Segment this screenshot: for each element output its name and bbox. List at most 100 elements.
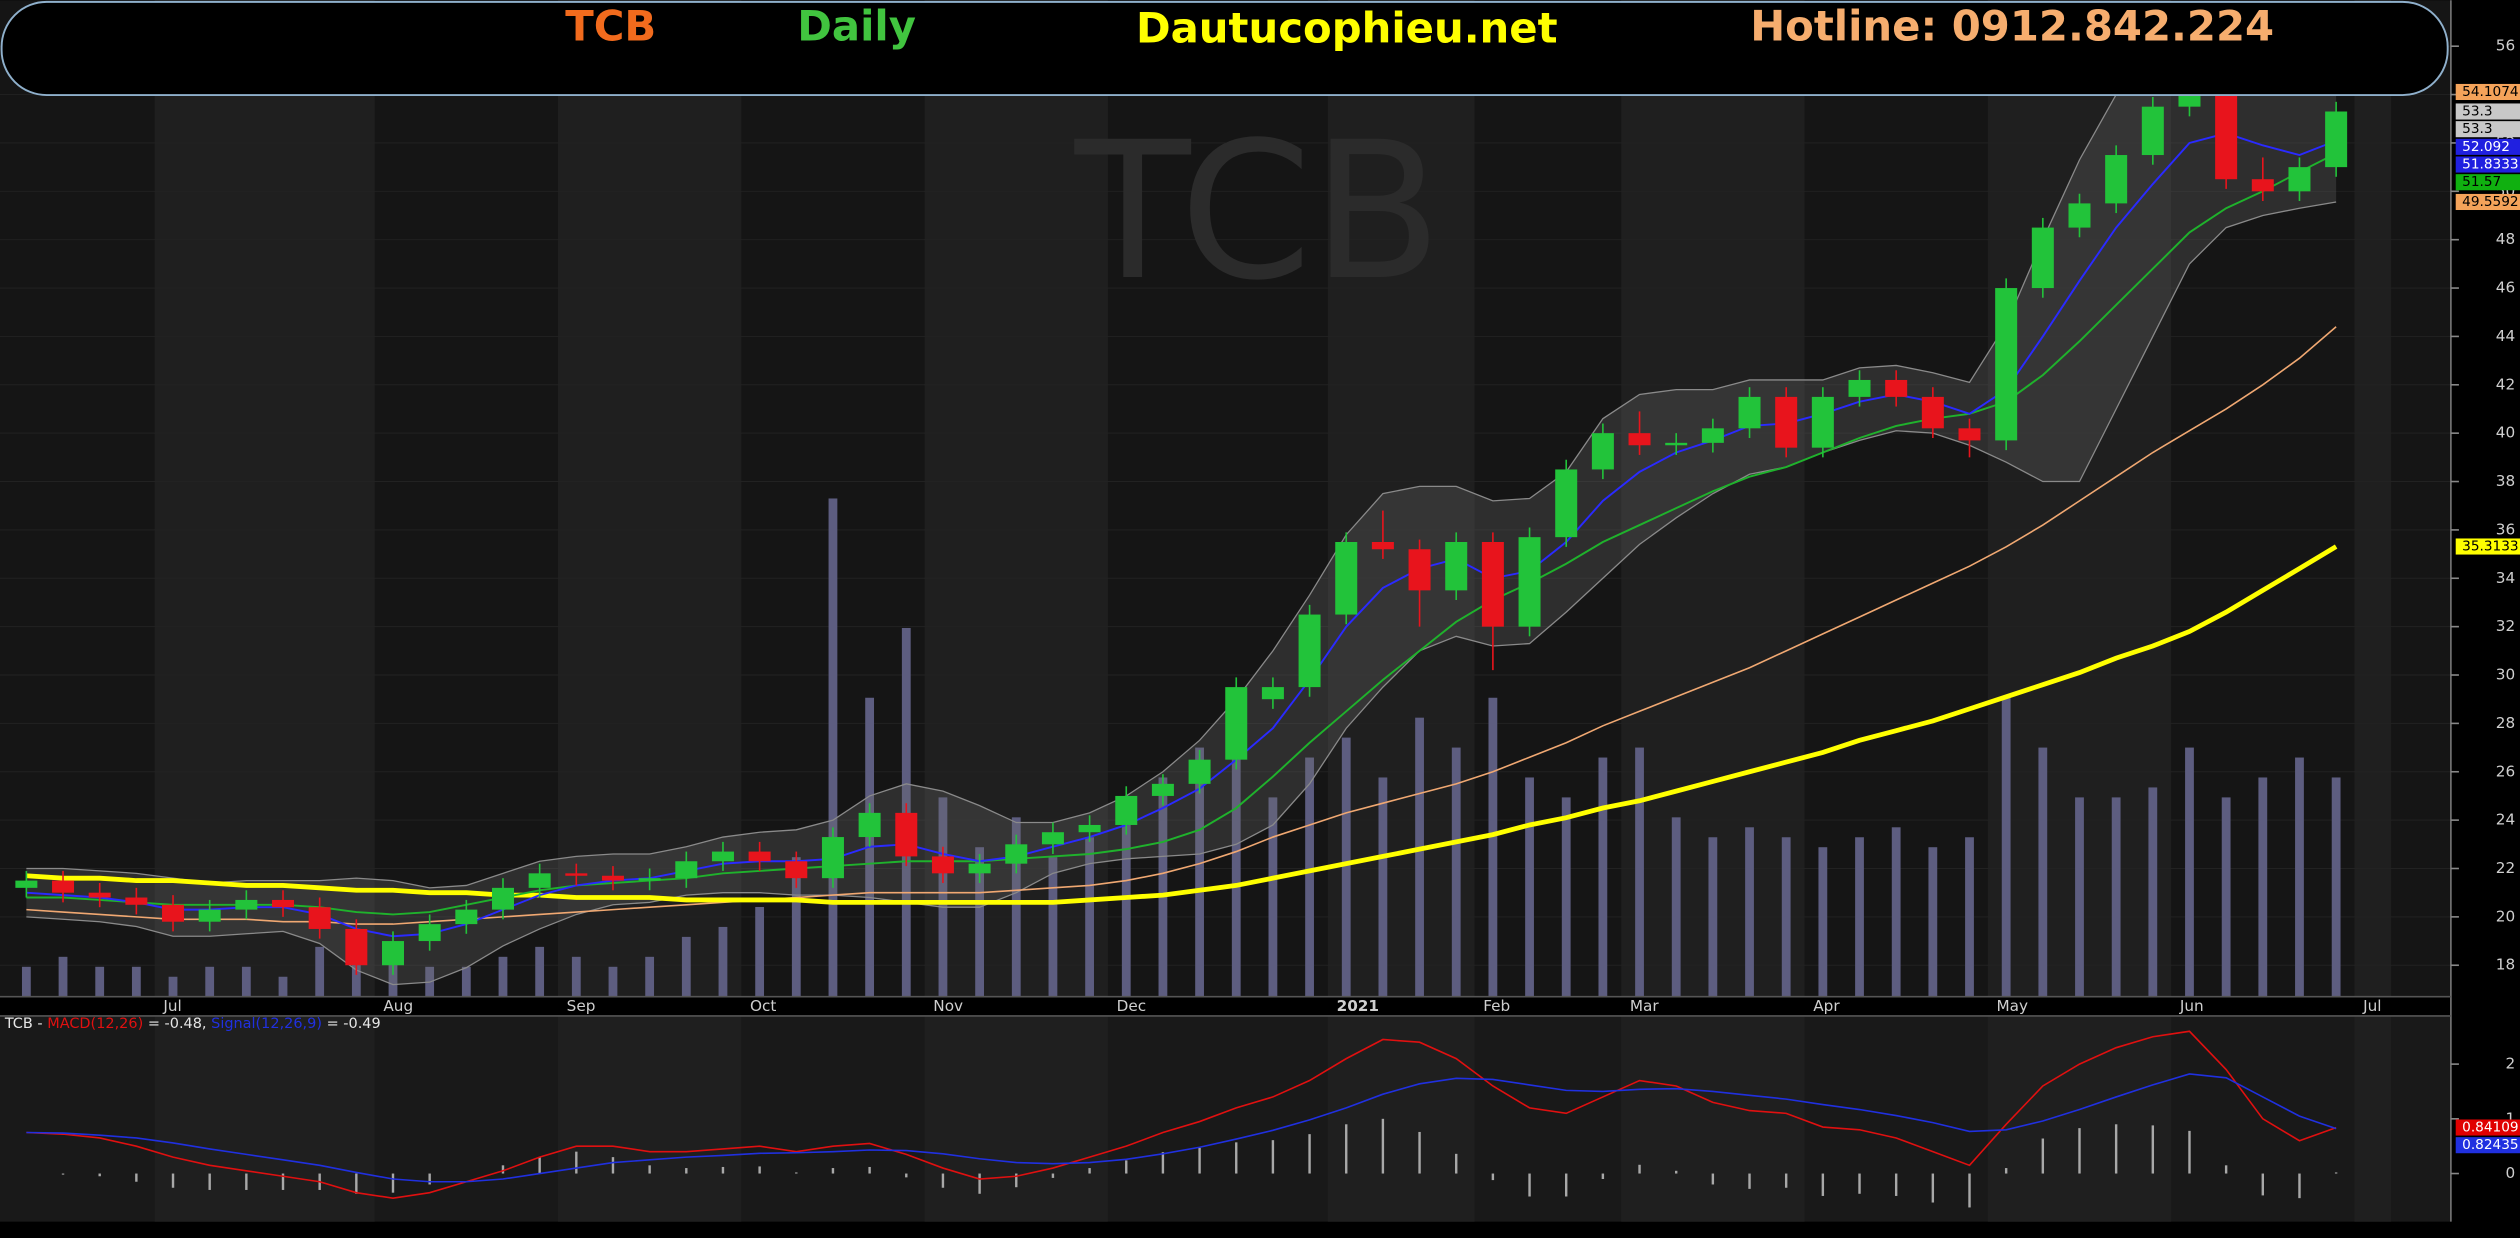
volume-bar xyxy=(1928,847,1938,997)
y-tick-label: 28 xyxy=(2496,714,2515,732)
candle-body xyxy=(711,851,734,862)
candle-body xyxy=(52,880,75,893)
candle-body xyxy=(2141,106,2164,156)
candle-body xyxy=(638,878,661,881)
signal-readout: = -0.49 xyxy=(327,1016,381,1032)
candle-body xyxy=(895,812,918,857)
candle-body xyxy=(308,907,331,929)
volume-bar xyxy=(2075,797,2084,997)
candle-body xyxy=(2031,227,2054,289)
y-tick-label: 48 xyxy=(2496,230,2515,248)
ma-line xyxy=(26,544,2338,905)
volume-bar xyxy=(2295,757,2304,997)
candle-body xyxy=(1078,824,1101,833)
volume-bar xyxy=(535,946,545,997)
value-label-box xyxy=(2455,193,2520,211)
candle-body xyxy=(601,875,624,881)
volume-bar xyxy=(2148,787,2158,997)
value-label-box xyxy=(2455,121,2520,138)
candle-body xyxy=(125,897,148,905)
volume-bar xyxy=(1378,777,1388,997)
header-box xyxy=(0,0,2449,97)
y-tick-label: 46 xyxy=(2496,279,2515,297)
candle-body xyxy=(528,873,551,888)
volume-bar xyxy=(1671,817,1681,997)
candle-body xyxy=(1481,541,1504,627)
candle-body xyxy=(858,812,881,838)
volume-bar xyxy=(1048,857,1058,997)
x-tick-label: Dec xyxy=(1117,997,1147,1015)
candle-body xyxy=(1151,783,1174,796)
value-label: 51.8333 xyxy=(2462,157,2518,173)
month-band xyxy=(1327,1015,1475,1222)
month-band xyxy=(924,1015,1108,1222)
volume-bar xyxy=(1268,797,1278,997)
y-tick-label: 42 xyxy=(2496,375,2515,393)
y-tick-label: 38 xyxy=(2496,472,2515,490)
y-tick-label: 32 xyxy=(2496,617,2515,635)
y-tick-label: 24 xyxy=(2496,811,2515,829)
volume-bar xyxy=(1745,827,1754,997)
candle-body xyxy=(1298,614,1321,688)
candle-body xyxy=(1738,396,1761,429)
candle-body xyxy=(2215,82,2238,180)
y-tick-label: 30 xyxy=(2496,666,2515,684)
y-tick-label: 0 xyxy=(2505,1164,2515,1182)
volume-bar xyxy=(58,956,68,997)
value-label: 0.82435 xyxy=(2462,1137,2518,1153)
volume-bar xyxy=(828,498,838,997)
value-label-box xyxy=(2455,538,2520,555)
candle-body xyxy=(272,899,295,908)
volume-bar xyxy=(1488,697,1498,997)
candle-body xyxy=(491,887,514,910)
volume-bar xyxy=(168,976,178,997)
candle-body xyxy=(1885,379,1908,397)
x-tick-label: Mar xyxy=(1630,997,1660,1015)
month-band xyxy=(557,1015,742,1222)
month-band xyxy=(154,0,375,997)
value-label: 0.84109 xyxy=(2462,1120,2518,1136)
volume-bar xyxy=(645,956,655,997)
volume-bar xyxy=(1635,747,1644,997)
volume-bar xyxy=(2331,777,2341,997)
volume-bar xyxy=(1598,757,1608,997)
month-band xyxy=(1327,0,1475,997)
x-tick-label: Feb xyxy=(1483,997,1510,1015)
volume-bar xyxy=(278,976,288,997)
signal-name: Signal(12,26,9) xyxy=(211,1016,322,1032)
y-tick-label: 1 xyxy=(2505,1109,2515,1127)
macd-title: TCB - MACD(12,26) = -0.48, Signal(12,26,… xyxy=(4,1016,381,1032)
volume-bar xyxy=(2111,797,2121,997)
volume-bar xyxy=(2185,747,2194,997)
candle-body xyxy=(1335,541,1358,615)
candle-body xyxy=(381,941,404,966)
value-label-box xyxy=(2455,174,2520,191)
volume-bar xyxy=(241,966,251,997)
month-band xyxy=(154,1015,375,1222)
volume-bar xyxy=(571,956,581,997)
x-tick-label: Aug xyxy=(383,997,413,1015)
volume-bar xyxy=(2038,747,2048,997)
macd-line xyxy=(26,1073,2337,1183)
volume-bar xyxy=(791,857,801,997)
ma-line xyxy=(26,326,2337,925)
y-tick-label: 22 xyxy=(2496,859,2515,877)
volume-bar xyxy=(1818,847,1828,997)
candle-body xyxy=(1958,428,1981,441)
y-tick-label: 44 xyxy=(2496,327,2515,345)
x-tick-label: Jun xyxy=(2179,997,2204,1015)
volume-bar xyxy=(1965,837,1974,997)
month-band xyxy=(1621,0,1805,997)
month-band xyxy=(2354,0,2392,997)
candle-body xyxy=(1188,759,1211,784)
value-label-box xyxy=(2455,1137,2520,1154)
candle-body xyxy=(2288,167,2311,192)
volume-bar xyxy=(1231,717,1241,997)
volume-bar xyxy=(938,797,948,997)
candle-body xyxy=(1518,537,1541,627)
bollinger-band xyxy=(26,41,2337,985)
volume-bar xyxy=(1011,817,1021,997)
bollinger-lower xyxy=(26,201,2337,986)
candle-body xyxy=(1921,396,1944,429)
macd-name: MACD(12,26) xyxy=(47,1016,143,1032)
